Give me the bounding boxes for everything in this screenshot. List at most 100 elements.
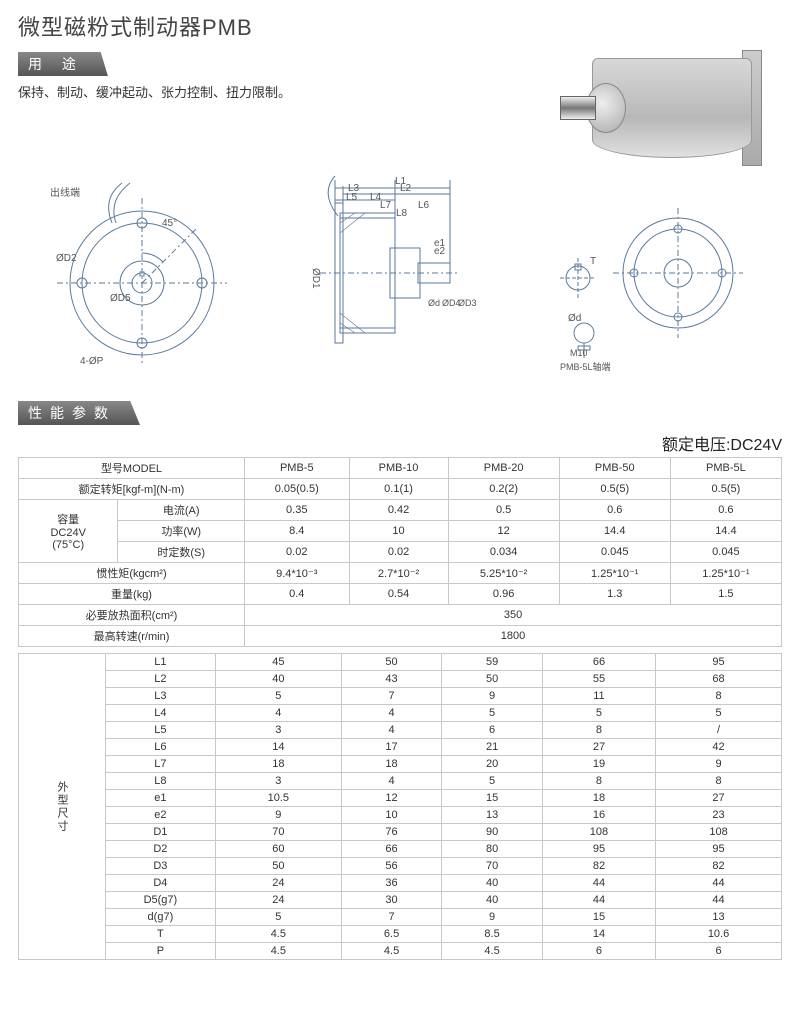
label-od2: Ød [568,313,581,324]
dim-cell: 76 [341,824,442,841]
dim-cell: 40 [442,892,543,909]
label-m10: M10 [570,348,588,358]
power-label: 功率(W) [118,521,245,542]
dim-cell: 15 [542,909,655,926]
time-label: 时定数(S) [118,542,245,563]
label-e2: e2 [434,246,445,257]
label-l6: L6 [418,200,429,211]
dim-cell: 10.6 [656,926,782,943]
dim-cell: 44 [542,892,655,909]
side-view: L1 L2 L3 L4 L5 L6 L7 L8 e1 e2 ØD1 Ød ØD4… [300,168,480,368]
dim-cell: 27 [656,790,782,807]
heat-label: 必要放热面积(cm²) [19,605,245,626]
dim-cell: 50 [341,654,442,671]
dim-cell: 6 [442,722,543,739]
dim-key: L6 [105,739,215,756]
dim-cell: 6 [656,943,782,960]
dim-key: D1 [105,824,215,841]
dim-cell: 5 [442,773,543,790]
dim-cell: 11 [542,688,655,705]
dim-cell: 45 [215,654,341,671]
dim-cell: 30 [341,892,442,909]
dim-cell: 5 [542,705,655,722]
hdr-m3: PMB-50 [559,458,670,479]
label-l8: L8 [396,208,407,219]
label-d2: ØD2 [56,253,77,264]
dim-cell: 44 [656,892,782,909]
dim-cell: 90 [442,824,543,841]
weight-label: 重量(kg) [19,584,245,605]
dim-cell: 12 [341,790,442,807]
dim-cell: 14 [215,739,341,756]
dim-cell: 8 [542,722,655,739]
dim-cell: 82 [656,858,782,875]
label-l7: L7 [380,200,391,211]
dim-cell: 95 [542,841,655,858]
dim-key: L1 [105,654,215,671]
section-spec-header: 性能参数 [18,401,140,425]
dim-cell: 13 [656,909,782,926]
dim-key: d(g7) [105,909,215,926]
heat-value: 350 [245,605,782,626]
dim-cell: 5 [442,705,543,722]
rated-voltage: 额定电压:DC24V [18,431,782,455]
dim-cell: 21 [442,739,543,756]
dim-cell: 44 [656,875,782,892]
label-od3: ØD3 [458,298,477,308]
dim-cell: 23 [656,807,782,824]
dimension-table: 外型尺寸L14550596695L24043505568L3579118L444… [18,653,782,960]
dim-cell: 9 [215,807,341,824]
dim-cell: 55 [542,671,655,688]
capacity-label: 容量 DC24V (75°C) [19,500,118,563]
inertia-label: 惯性矩(kgcm²) [19,563,245,584]
dim-key: D4 [105,875,215,892]
dim-side-label: 外型尺寸 [19,654,106,960]
dim-cell: 56 [341,858,442,875]
dim-cell: 18 [341,756,442,773]
maxrpm-label: 最高转速(r/min) [19,626,245,647]
dim-key: P [105,943,215,960]
dim-cell: 24 [215,875,341,892]
dim-cell: 14 [542,926,655,943]
label-d1: ØD1 [310,268,321,289]
dim-cell: 7 [341,909,442,926]
label-od: Ød [428,298,440,308]
dim-cell: 4 [341,773,442,790]
dim-cell: 8 [656,773,782,790]
dim-cell: 59 [442,654,543,671]
label-angle: 45° [162,218,177,229]
dim-cell: 24 [215,892,341,909]
dim-cell: 9 [442,909,543,926]
dim-cell: 70 [215,824,341,841]
dim-key: L4 [105,705,215,722]
dim-cell: 108 [656,824,782,841]
dim-cell: 36 [341,875,442,892]
current-label: 电流(A) [118,500,245,521]
dim-cell: 95 [656,654,782,671]
dim-cell: 7 [341,688,442,705]
dim-cell: 66 [341,841,442,858]
spec-table: 型号MODEL PMB-5 PMB-10 PMB-20 PMB-50 PMB-5… [18,457,782,647]
dim-cell: 18 [542,790,655,807]
dim-cell: 42 [656,739,782,756]
dim-key: L2 [105,671,215,688]
dim-cell: 8 [542,773,655,790]
dim-cell: 80 [442,841,543,858]
dim-cell: 4.5 [215,926,341,943]
hdr-m2: PMB-20 [448,458,559,479]
dim-key: L5 [105,722,215,739]
maxrpm-value: 1800 [245,626,782,647]
dim-cell: 4.5 [215,943,341,960]
hdr-m0: PMB-5 [245,458,349,479]
dim-cell: 13 [442,807,543,824]
dim-cell: / [656,722,782,739]
dim-cell: 40 [215,671,341,688]
dim-cell: 19 [542,756,655,773]
diagram-area: 出线端 45° ØD2 ØD5 4-ØP [18,113,782,393]
dim-cell: 5 [656,705,782,722]
dim-cell: 4.5 [341,943,442,960]
dim-key: T [105,926,215,943]
dim-cell: 108 [542,824,655,841]
dim-cell: 50 [215,858,341,875]
dim-cell: 6.5 [341,926,442,943]
